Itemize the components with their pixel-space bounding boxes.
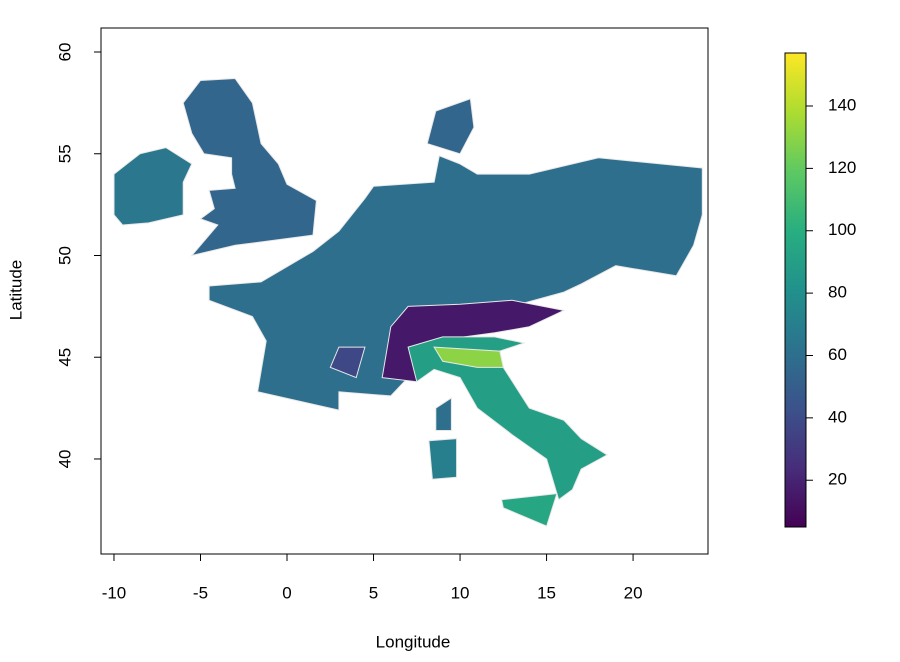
x-axis-label: Longitude [376,632,451,651]
raster-region [428,438,458,480]
colorbar-tick-label: 60 [828,345,847,364]
x-tick-label: 5 [369,583,378,602]
x-tick-label: -10 [102,583,127,602]
y-tick-label: 40 [55,450,74,469]
colorbar-tick-label: 40 [828,407,847,426]
map-layer [113,77,703,527]
raster-region [435,396,452,431]
colorbar-tick-label: 140 [828,95,856,114]
y-axis-label: Latitude [6,260,25,321]
x-tick-label: 15 [537,583,556,602]
y-tick-label: 55 [55,144,74,163]
plot-frame [100,27,709,555]
raster-region [433,346,504,368]
colorbar-tick-label: 20 [828,470,847,489]
x-tick-label: 0 [282,583,291,602]
x-tick-label: 10 [451,583,470,602]
raster-region [208,155,703,411]
colorbar-tick-label: 80 [828,283,847,302]
raster-region [113,147,193,226]
y-tick-label: 45 [55,348,74,367]
raster-region [500,493,558,527]
colorbar [784,52,807,528]
colorbar-tick-label: 100 [828,220,856,239]
raster-region [182,77,317,257]
colorbar-tick-label: 120 [828,158,856,177]
raster-region [426,98,475,155]
raster-region [407,336,609,501]
y-tick-label: 50 [55,246,74,265]
y-tick-label: 60 [55,43,74,62]
raster-region [329,346,366,379]
x-tick-label: 20 [624,583,643,602]
x-tick-label: -5 [193,583,208,602]
